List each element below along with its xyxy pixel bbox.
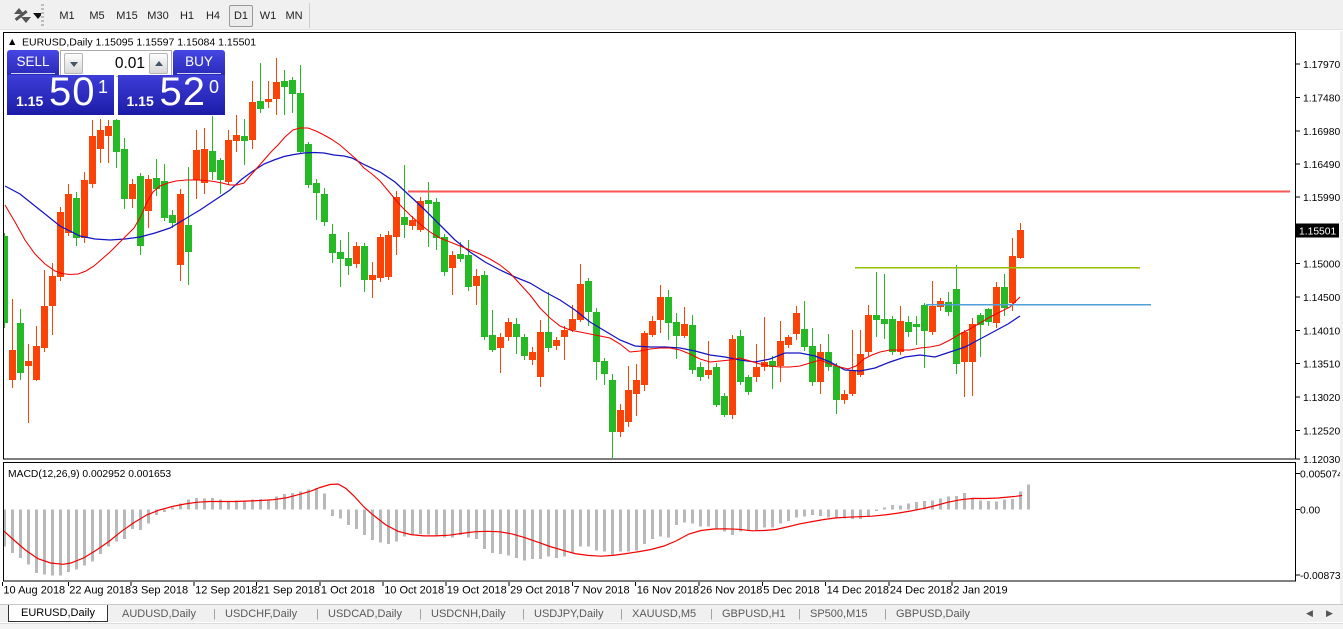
- svg-text:26 Nov 2018: 26 Nov 2018: [700, 585, 762, 597]
- svg-text:10 Aug 2018: 10 Aug 2018: [3, 585, 65, 597]
- svg-text:1.15000: 1.15000: [1303, 260, 1340, 271]
- svg-text:1 Oct 2018: 1 Oct 2018: [321, 585, 375, 597]
- svg-text:24 Dec 2018: 24 Dec 2018: [890, 585, 952, 597]
- svg-text:2 Jan 2019: 2 Jan 2019: [953, 585, 1007, 597]
- svg-text:10 Oct 2018: 10 Oct 2018: [384, 585, 444, 597]
- svg-text:MACD(12,26,9) 0.002952 0.00165: MACD(12,26,9) 0.002952 0.001653: [8, 469, 171, 480]
- svg-text:16 Nov 2018: 16 Nov 2018: [637, 585, 699, 597]
- svg-text:1.15501: 1.15501: [1299, 227, 1336, 238]
- svg-text:1.13510: 1.13510: [1303, 360, 1340, 371]
- svg-text:EURUSD,Daily 1.15095 1.15597: EURUSD,Daily 1.15095 1.15597 1.15084 1.1…: [22, 37, 256, 49]
- svg-text:1.16490: 1.16490: [1303, 160, 1340, 171]
- svg-text:1.17480: 1.17480: [1303, 93, 1340, 104]
- svg-text:-0.00873: -0.00873: [1300, 571, 1341, 582]
- svg-text:21 Sep 2018: 21 Sep 2018: [258, 585, 320, 597]
- svg-text:1.13020: 1.13020: [1303, 393, 1340, 404]
- svg-text:0.005074: 0.005074: [1300, 469, 1343, 480]
- svg-text:1.12520: 1.12520: [1303, 427, 1340, 438]
- svg-text:14 Dec 2018: 14 Dec 2018: [827, 585, 889, 597]
- svg-text:▲: ▲: [7, 36, 17, 48]
- svg-text:3 Sep 2018: 3 Sep 2018: [132, 585, 188, 597]
- svg-text:22 Aug 2018: 22 Aug 2018: [69, 585, 131, 597]
- svg-text:7 Nov 2018: 7 Nov 2018: [573, 585, 629, 597]
- svg-text:1.16980: 1.16980: [1303, 127, 1340, 138]
- svg-text:5 Dec 2018: 5 Dec 2018: [763, 585, 819, 597]
- svg-text:1.14500: 1.14500: [1303, 293, 1340, 304]
- svg-text:1.12030: 1.12030: [1303, 455, 1340, 466]
- svg-text:1.17970: 1.17970: [1303, 60, 1340, 71]
- svg-text:12 Sep 2018: 12 Sep 2018: [195, 585, 257, 597]
- svg-text:29 Oct 2018: 29 Oct 2018: [510, 585, 570, 597]
- svg-text:19 Oct 2018: 19 Oct 2018: [447, 585, 507, 597]
- svg-text:1.15990: 1.15990: [1303, 193, 1340, 204]
- svg-text:0.00: 0.00: [1300, 505, 1320, 516]
- svg-text:1.14010: 1.14010: [1303, 326, 1340, 337]
